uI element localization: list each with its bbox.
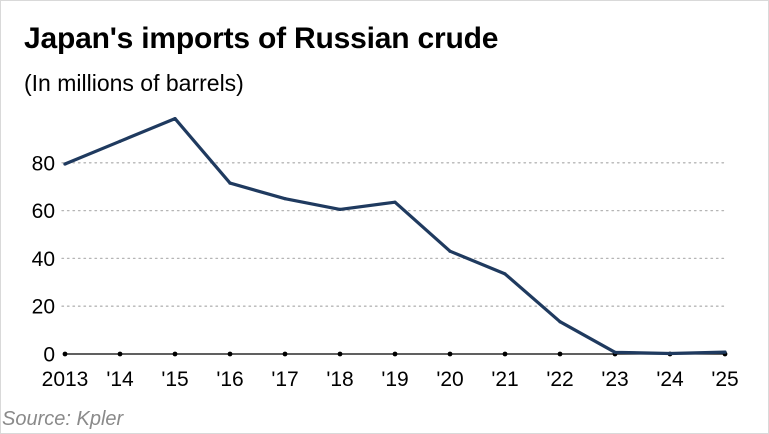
data-point [723, 350, 727, 354]
x-tick-label: '17 [271, 368, 298, 391]
x-tick-mark [282, 351, 288, 357]
x-tick-label: '14 [106, 368, 134, 391]
chart-subtitle: (In millions of barrels) [24, 70, 244, 96]
chart-title: Japan's imports of Russian crude [24, 22, 499, 55]
x-tick-label: '23 [601, 368, 628, 391]
x-tick-mark [227, 351, 233, 357]
x-tick-label: '15 [161, 368, 188, 391]
data-point [228, 181, 232, 185]
data-point [558, 320, 562, 324]
x-tick-label: '18 [326, 368, 353, 391]
x-tick-label: '20 [436, 368, 463, 391]
x-tick-mark [172, 351, 178, 357]
x-tick-label: '24 [656, 368, 684, 391]
data-point [613, 350, 617, 354]
y-tick-label: 80 [32, 152, 55, 175]
data-point [118, 139, 122, 143]
data-point [173, 116, 177, 121]
series-line [63, 116, 727, 356]
x-axis-tick-labels: 2013 '14 '15 '16 '17 '18 '19 '20 '21 '22 '23 '24 '25 [42, 368, 739, 391]
data-point [503, 272, 507, 276]
data-point [668, 351, 672, 356]
data-point [283, 197, 287, 201]
gridlines [61, 162, 726, 307]
x-tick-label: '19 [381, 368, 408, 391]
y-tick-label: 0 [43, 344, 55, 367]
x-tick-mark [337, 351, 343, 357]
data-point [338, 207, 342, 212]
x-tick-label: '16 [216, 368, 243, 391]
series-layer [63, 116, 727, 356]
x-tick-mark [117, 351, 123, 357]
y-tick-label: 20 [32, 296, 55, 319]
data-point [63, 162, 67, 166]
x-tick-mark [392, 351, 398, 357]
data-point [393, 200, 397, 204]
data-point [448, 249, 452, 253]
x-tick-label: '21 [491, 368, 518, 391]
y-axis-tick-labels: 0 20 40 60 80 [32, 152, 55, 366]
y-tick-label: 60 [32, 200, 55, 223]
y-tick-label: 40 [32, 248, 55, 271]
x-tick-label: 2013 [42, 368, 89, 391]
x-tick-mark [502, 351, 508, 357]
source-note: Source: Kpler [2, 408, 124, 430]
x-tick-label: '22 [546, 368, 573, 391]
x-tick-mark [557, 351, 563, 357]
x-tick-mark [447, 351, 453, 357]
x-axis [62, 351, 728, 357]
x-tick-mark [62, 351, 68, 357]
x-tick-label: '25 [711, 368, 738, 391]
